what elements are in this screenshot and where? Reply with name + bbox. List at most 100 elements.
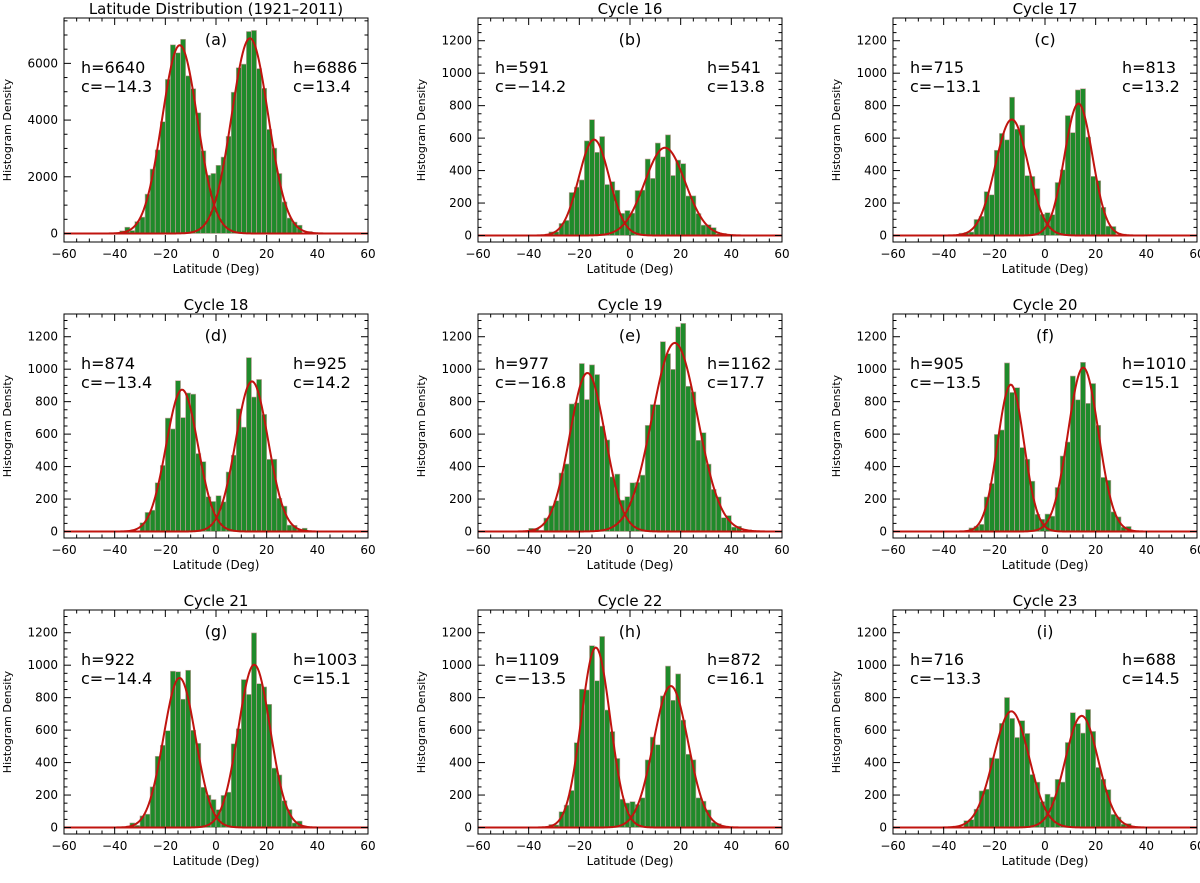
x-tick-label: 20: [259, 543, 274, 557]
y-axis-label: Histogram Density: [415, 670, 428, 773]
x-tick-label: 0: [212, 839, 220, 853]
panel-b: −60 −40 −20 0 20 40 60020040060080010001200Lat…: [415, 0, 790, 276]
x-axis-label: Latitude (Deg): [173, 262, 260, 276]
x-tick-label: −60: [465, 839, 490, 853]
fit-curve-north: [64, 37, 368, 235]
histogram-bar: [573, 402, 580, 532]
histogram-bar: [604, 709, 611, 828]
south-height-label: h=1109: [495, 650, 559, 669]
y-tick-label: 800: [864, 395, 887, 409]
x-tick-label: −20: [153, 543, 178, 557]
north-center-label: c=14.5: [1122, 669, 1180, 688]
histogram-bar: [685, 195, 692, 236]
histogram-bar: [225, 791, 232, 828]
histogram-bar: [614, 758, 621, 828]
histogram-bar: [695, 440, 702, 532]
x-tick-label: 60: [774, 839, 789, 853]
y-tick-label: 800: [35, 691, 58, 705]
x-tick-label: −20: [982, 839, 1007, 853]
histogram-bar: [1075, 89, 1081, 236]
y-tick-label: 400: [449, 460, 472, 474]
histogram-bar: [1009, 96, 1015, 236]
y-axis-label: Histogram Density: [415, 78, 428, 181]
x-tick-label: −40: [516, 543, 541, 557]
histogram-bar: [251, 30, 257, 234]
north-center-label: c=15.1: [1122, 373, 1180, 392]
histogram-bar: [604, 184, 611, 236]
x-tick-label: 0: [212, 247, 220, 261]
x-tick-label: 0: [626, 247, 634, 261]
histogram-bar: [1014, 737, 1020, 828]
y-axis-label: Histogram Density: [830, 670, 843, 773]
histogram-bar: [149, 509, 156, 532]
x-axis-label: Latitude (Deg): [587, 262, 674, 276]
x-tick-label: 0: [626, 543, 634, 557]
panel-title: Cycle 17: [1013, 0, 1078, 18]
y-tick-label: 1200: [441, 330, 472, 344]
panel-title: Cycle 19: [598, 296, 663, 314]
y-tick-label: 400: [449, 164, 472, 178]
histogram-bar: [685, 753, 692, 828]
x-axis-label: Latitude (Deg): [587, 558, 674, 572]
x-tick-label: 40: [1139, 247, 1154, 261]
x-tick-label: 0: [1041, 839, 1049, 853]
north-height-label: h=813: [1122, 58, 1176, 77]
histogram-bar: [251, 632, 257, 828]
histogram-bar: [266, 459, 273, 532]
x-axis-label: Latitude (Deg): [173, 558, 260, 572]
histogram-bar: [251, 396, 257, 532]
panel-letter: (h): [619, 622, 642, 641]
histogram-bar: [609, 476, 616, 532]
x-tick-label: 60: [360, 543, 375, 557]
south-height-label: h=716: [910, 650, 964, 669]
x-axis-label: Latitude (Deg): [1002, 854, 1089, 868]
fit-curve-south: [893, 383, 1197, 533]
y-tick-label: 1200: [27, 626, 58, 640]
south-height-label: h=715: [910, 58, 964, 77]
histogram-bar: [589, 364, 595, 532]
histogram-bar: [1085, 136, 1091, 236]
x-axis-label: Latitude (Deg): [587, 854, 674, 868]
panel-c: −60−40−200204060020040060080010001200Lat…: [830, 0, 1200, 276]
south-center-label: c=−13.5: [495, 669, 566, 688]
y-tick-label: 800: [449, 691, 472, 705]
y-tick-label: 1200: [856, 626, 887, 640]
y-tick-label: 1200: [441, 626, 472, 640]
south-center-label: c=−13.5: [910, 373, 981, 392]
south-center-label: c=−14.4: [81, 669, 152, 688]
x-tick-label: −40: [516, 839, 541, 853]
south-height-label: h=6640: [81, 58, 145, 77]
histogram-bar: [144, 813, 151, 828]
histogram-bar: [675, 326, 681, 532]
north-center-label: c=16.1: [707, 669, 765, 688]
x-tick-label: −40: [102, 839, 127, 853]
y-tick-label: 200: [864, 492, 887, 506]
x-tick-label: 60: [774, 247, 789, 261]
fit-curve-south: [893, 118, 1197, 237]
y-tick-label: 200: [35, 492, 58, 506]
histogram-bar: [1090, 176, 1096, 236]
x-tick-label: 60: [360, 247, 375, 261]
y-tick-label: 0: [879, 525, 887, 539]
histogram-bar: [159, 744, 166, 828]
panel-a: −60 −40 −20 0 20 40 60 0 2000 4000 6000 Latitude (D…: [1, 0, 376, 276]
x-tick-label: −60: [880, 839, 905, 853]
y-axis-label: Histogram Density: [830, 78, 843, 181]
y-tick-label: 0: [50, 525, 58, 539]
histogram-bar: [175, 52, 181, 234]
panel-letter: (d): [205, 326, 228, 345]
y-tick-label: 0: [879, 821, 887, 835]
x-tick-label: −60: [465, 247, 490, 261]
y-tick-label: 800: [864, 691, 887, 705]
histogram-bar: [1009, 392, 1015, 532]
histogram-bar: [195, 453, 202, 532]
x-tick-label: 0: [1041, 543, 1049, 557]
histogram-bar: [1014, 128, 1020, 236]
x-tick-label: −40: [931, 247, 956, 261]
histogram-bar: [246, 31, 252, 234]
histogram-bar: [1059, 781, 1066, 828]
histogram-bar: [1110, 814, 1117, 828]
y-axis-label: Histogram Density: [415, 374, 428, 477]
fit-curve-south: [893, 710, 1197, 829]
y-tick-label: 800: [35, 395, 58, 409]
